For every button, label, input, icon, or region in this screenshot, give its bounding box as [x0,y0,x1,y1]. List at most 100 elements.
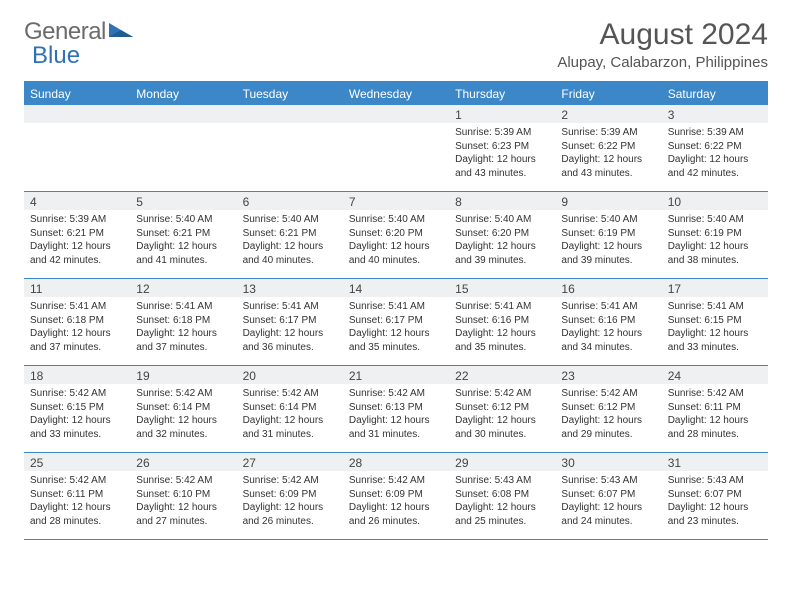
sunrise-text: Sunrise: 5:40 AM [349,213,443,227]
sunset-text: Sunset: 6:08 PM [455,488,549,502]
day-details: Sunrise: 5:41 AMSunset: 6:15 PMDaylight:… [662,297,768,360]
day-number: 31 [662,453,768,471]
calendar-cell [24,105,130,191]
day-details: Sunrise: 5:42 AMSunset: 6:14 PMDaylight:… [130,384,236,447]
sunrise-text: Sunrise: 5:42 AM [30,387,124,401]
day-number: 29 [449,453,555,471]
calendar-week: 1Sunrise: 5:39 AMSunset: 6:23 PMDaylight… [24,105,768,192]
day-number: 2 [555,105,661,123]
sunset-text: Sunset: 6:13 PM [349,401,443,415]
day-number: 22 [449,366,555,384]
calendar-body: 1Sunrise: 5:39 AMSunset: 6:23 PMDaylight… [24,105,768,540]
sunrise-text: Sunrise: 5:41 AM [243,300,337,314]
day-details: Sunrise: 5:41 AMSunset: 6:16 PMDaylight:… [555,297,661,360]
sunset-text: Sunset: 6:12 PM [561,401,655,415]
day-number: 19 [130,366,236,384]
sunrise-text: Sunrise: 5:42 AM [349,474,443,488]
day-details: Sunrise: 5:42 AMSunset: 6:12 PMDaylight:… [449,384,555,447]
day-number [237,105,343,123]
day-details: Sunrise: 5:40 AMSunset: 6:20 PMDaylight:… [343,210,449,273]
sunrise-text: Sunrise: 5:40 AM [136,213,230,227]
sunset-text: Sunset: 6:19 PM [668,227,762,241]
daylight-text: Daylight: 12 hours and 41 minutes. [136,240,230,267]
calendar: Sunday Monday Tuesday Wednesday Thursday… [24,81,768,540]
dayname-sun: Sunday [24,83,130,105]
daylight-text: Daylight: 12 hours and 23 minutes. [668,501,762,528]
sunrise-text: Sunrise: 5:42 AM [455,387,549,401]
sunrise-text: Sunrise: 5:40 AM [668,213,762,227]
daylight-text: Daylight: 12 hours and 28 minutes. [30,501,124,528]
sunrise-text: Sunrise: 5:39 AM [455,126,549,140]
dayname-row: Sunday Monday Tuesday Wednesday Thursday… [24,83,768,105]
calendar-cell: 4Sunrise: 5:39 AMSunset: 6:21 PMDaylight… [24,192,130,278]
month-title: August 2024 [557,18,768,52]
sunset-text: Sunset: 6:11 PM [30,488,124,502]
daylight-text: Daylight: 12 hours and 36 minutes. [243,327,337,354]
calendar-cell: 10Sunrise: 5:40 AMSunset: 6:19 PMDayligh… [662,192,768,278]
day-details: Sunrise: 5:39 AMSunset: 6:22 PMDaylight:… [555,123,661,186]
sunset-text: Sunset: 6:18 PM [136,314,230,328]
calendar-cell [237,105,343,191]
daylight-text: Daylight: 12 hours and 37 minutes. [136,327,230,354]
title-block: August 2024 Alupay, Calabarzon, Philippi… [557,18,768,71]
calendar-cell [343,105,449,191]
daylight-text: Daylight: 12 hours and 42 minutes. [30,240,124,267]
calendar-cell: 26Sunrise: 5:42 AMSunset: 6:10 PMDayligh… [130,453,236,539]
daylight-text: Daylight: 12 hours and 35 minutes. [455,327,549,354]
daylight-text: Daylight: 12 hours and 26 minutes. [349,501,443,528]
day-number [343,105,449,123]
calendar-cell: 7Sunrise: 5:40 AMSunset: 6:20 PMDaylight… [343,192,449,278]
daylight-text: Daylight: 12 hours and 25 minutes. [455,501,549,528]
daylight-text: Daylight: 12 hours and 43 minutes. [455,153,549,180]
day-number: 14 [343,279,449,297]
calendar-week: 11Sunrise: 5:41 AMSunset: 6:18 PMDayligh… [24,279,768,366]
daylight-text: Daylight: 12 hours and 30 minutes. [455,414,549,441]
dayname-thu: Thursday [449,83,555,105]
sunrise-text: Sunrise: 5:41 AM [561,300,655,314]
sunset-text: Sunset: 6:22 PM [668,140,762,154]
day-details: Sunrise: 5:39 AMSunset: 6:21 PMDaylight:… [24,210,130,273]
day-number: 9 [555,192,661,210]
calendar-cell: 29Sunrise: 5:43 AMSunset: 6:08 PMDayligh… [449,453,555,539]
calendar-cell: 16Sunrise: 5:41 AMSunset: 6:16 PMDayligh… [555,279,661,365]
calendar-cell: 19Sunrise: 5:42 AMSunset: 6:14 PMDayligh… [130,366,236,452]
daylight-text: Daylight: 12 hours and 39 minutes. [455,240,549,267]
day-details: Sunrise: 5:43 AMSunset: 6:07 PMDaylight:… [555,471,661,534]
day-details: Sunrise: 5:41 AMSunset: 6:17 PMDaylight:… [237,297,343,360]
sunrise-text: Sunrise: 5:42 AM [349,387,443,401]
day-number: 21 [343,366,449,384]
day-details: Sunrise: 5:42 AMSunset: 6:13 PMDaylight:… [343,384,449,447]
day-details: Sunrise: 5:43 AMSunset: 6:08 PMDaylight:… [449,471,555,534]
calendar-cell: 22Sunrise: 5:42 AMSunset: 6:12 PMDayligh… [449,366,555,452]
daylight-text: Daylight: 12 hours and 42 minutes. [668,153,762,180]
calendar-cell: 17Sunrise: 5:41 AMSunset: 6:15 PMDayligh… [662,279,768,365]
sunset-text: Sunset: 6:07 PM [668,488,762,502]
sunrise-text: Sunrise: 5:41 AM [349,300,443,314]
day-details: Sunrise: 5:42 AMSunset: 6:10 PMDaylight:… [130,471,236,534]
day-number: 16 [555,279,661,297]
sunset-text: Sunset: 6:20 PM [455,227,549,241]
location-text: Alupay, Calabarzon, Philippines [557,54,768,71]
sunset-text: Sunset: 6:12 PM [455,401,549,415]
day-number: 28 [343,453,449,471]
calendar-cell: 31Sunrise: 5:43 AMSunset: 6:07 PMDayligh… [662,453,768,539]
day-number: 18 [24,366,130,384]
sunrise-text: Sunrise: 5:41 AM [668,300,762,314]
sunrise-text: Sunrise: 5:42 AM [243,474,337,488]
day-details: Sunrise: 5:42 AMSunset: 6:12 PMDaylight:… [555,384,661,447]
sunrise-text: Sunrise: 5:41 AM [30,300,124,314]
sunset-text: Sunset: 6:16 PM [561,314,655,328]
day-details: Sunrise: 5:41 AMSunset: 6:18 PMDaylight:… [24,297,130,360]
day-number: 20 [237,366,343,384]
calendar-cell: 23Sunrise: 5:42 AMSunset: 6:12 PMDayligh… [555,366,661,452]
sunrise-text: Sunrise: 5:39 AM [668,126,762,140]
day-details: Sunrise: 5:42 AMSunset: 6:11 PMDaylight:… [662,384,768,447]
day-details: Sunrise: 5:40 AMSunset: 6:21 PMDaylight:… [130,210,236,273]
calendar-week: 4Sunrise: 5:39 AMSunset: 6:21 PMDaylight… [24,192,768,279]
day-number: 4 [24,192,130,210]
calendar-cell: 6Sunrise: 5:40 AMSunset: 6:21 PMDaylight… [237,192,343,278]
day-details: Sunrise: 5:40 AMSunset: 6:21 PMDaylight:… [237,210,343,273]
day-number [130,105,236,123]
calendar-week: 25Sunrise: 5:42 AMSunset: 6:11 PMDayligh… [24,453,768,540]
day-number: 1 [449,105,555,123]
